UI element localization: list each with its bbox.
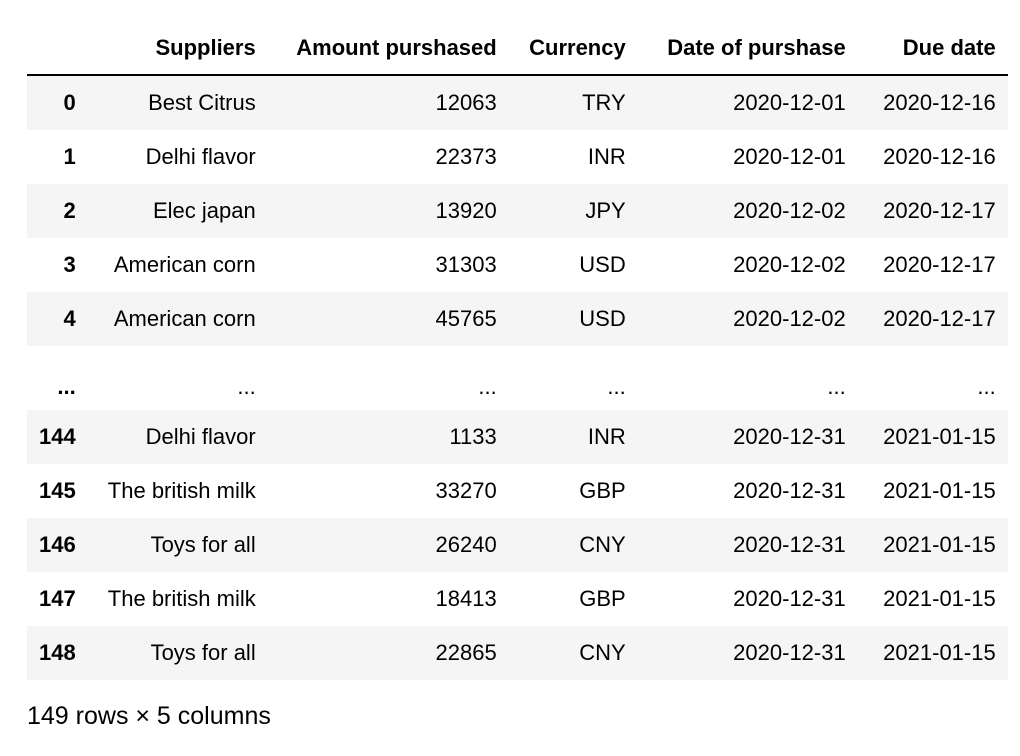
row-index: 148 <box>39 640 76 665</box>
column-header-due-date: Due date <box>857 21 1008 76</box>
cell-suppliers: The british milk <box>107 586 256 611</box>
column-header-index <box>27 21 88 76</box>
dataframe-output: Suppliers Amount purshased Currency Date… <box>27 21 1008 680</box>
row-index-ellipsis: ... <box>57 374 76 399</box>
cell-date-of-purshase: 2020-12-01 <box>733 144 846 169</box>
cell-amount: 45765 <box>435 306 497 331</box>
cell-date-of-purshase: 2020-12-31 <box>733 478 846 503</box>
cell-currency: USD <box>579 306 626 331</box>
cell-suppliers: Toys for all <box>150 532 256 557</box>
cell-currency: USD <box>579 252 626 277</box>
table-row: 145 The british milk 33270 GBP 2020-12-3… <box>27 464 1008 518</box>
row-index: 2 <box>63 198 76 223</box>
row-index: 4 <box>63 306 76 331</box>
cell-date-of-purshase: 2020-12-02 <box>733 252 846 277</box>
table-row: 4 American corn 45765 USD 2020-12-02 202… <box>27 292 1008 346</box>
row-index: 0 <box>63 90 76 115</box>
table-row: 147 The british milk 18413 GBP 2020-12-3… <box>27 572 1008 626</box>
cell-currency: CNY <box>579 532 626 557</box>
row-index: 145 <box>39 478 76 503</box>
cell-date-of-purshase: 2020-12-31 <box>733 640 846 665</box>
cell-date-of-purshase: 2020-12-31 <box>733 424 846 449</box>
table-row: 148 Toys for all 22865 CNY 2020-12-31 20… <box>27 626 1008 680</box>
cell-amount: 13920 <box>435 198 497 223</box>
cell-suppliers: American corn <box>113 306 256 331</box>
dataframe-table: Suppliers Amount purshased Currency Date… <box>27 21 1008 680</box>
column-header-suppliers: Suppliers <box>87 21 268 76</box>
cell-amount: 33270 <box>435 478 497 503</box>
cell-currency: INR <box>587 424 626 449</box>
cell-suppliers: Elec japan <box>152 198 256 223</box>
cell-suppliers: Best Citrus <box>148 90 256 115</box>
cell-amount: 31303 <box>435 252 497 277</box>
table-row: 3 American corn 31303 USD 2020-12-02 202… <box>27 238 1008 292</box>
cell-ellipsis: ... <box>237 374 256 399</box>
cell-due-date: 2020-12-17 <box>883 198 996 223</box>
cell-due-date: 2021-01-15 <box>883 586 996 611</box>
cell-due-date: 2020-12-16 <box>883 90 996 115</box>
row-index: 147 <box>39 586 76 611</box>
ellipsis-row: ... ... ... ... ... ... <box>27 346 1008 410</box>
column-header-amount-purshased: Amount purshased <box>267 21 509 76</box>
row-index: 146 <box>39 532 76 557</box>
cell-suppliers: Delhi flavor <box>145 144 256 169</box>
cell-ellipsis: ... <box>977 374 996 399</box>
cell-date-of-purshase: 2020-12-31 <box>733 586 846 611</box>
table-row: 144 Delhi flavor 1133 INR 2020-12-31 202… <box>27 410 1008 464</box>
cell-ellipsis: ... <box>478 374 497 399</box>
column-header-currency: Currency <box>508 21 638 76</box>
cell-date-of-purshase: 2020-12-01 <box>733 90 846 115</box>
cell-due-date: 2020-12-17 <box>883 306 996 331</box>
cell-currency: JPY <box>585 198 626 223</box>
cell-due-date: 2021-01-15 <box>883 424 996 449</box>
cell-date-of-purshase: 2020-12-02 <box>733 198 846 223</box>
cell-due-date: 2020-12-17 <box>883 252 996 277</box>
cell-currency: INR <box>587 144 626 169</box>
cell-currency: GBP <box>579 478 626 503</box>
cell-currency: TRY <box>582 90 626 115</box>
cell-ellipsis: ... <box>827 374 846 399</box>
cell-amount: 26240 <box>435 532 497 557</box>
row-index: 144 <box>39 424 76 449</box>
cell-suppliers: American corn <box>113 252 256 277</box>
cell-suppliers: Delhi flavor <box>145 424 256 449</box>
cell-amount: 18413 <box>435 586 497 611</box>
cell-amount: 22865 <box>435 640 497 665</box>
cell-due-date: 2021-01-15 <box>883 640 996 665</box>
table-row: 146 Toys for all 26240 CNY 2020-12-31 20… <box>27 518 1008 572</box>
table-row: 1 Delhi flavor 22373 INR 2020-12-01 2020… <box>27 130 1008 184</box>
table-row: 0 Best Citrus 12063 TRY 2020-12-01 2020-… <box>27 75 1008 130</box>
cell-amount: 22373 <box>435 144 497 169</box>
cell-due-date: 2020-12-16 <box>883 144 996 169</box>
cell-due-date: 2021-01-15 <box>883 478 996 503</box>
cell-date-of-purshase: 2020-12-02 <box>733 306 846 331</box>
row-index: 1 <box>63 144 76 169</box>
column-header-date-of-purshase: Date of purshase <box>637 21 858 76</box>
row-index: 3 <box>63 252 76 277</box>
header-row: Suppliers Amount purshased Currency Date… <box>27 21 1008 76</box>
cell-due-date: 2021-01-15 <box>883 532 996 557</box>
cell-suppliers: Toys for all <box>150 640 256 665</box>
cell-date-of-purshase: 2020-12-31 <box>733 532 846 557</box>
cell-ellipsis: ... <box>607 374 626 399</box>
cell-suppliers: The british milk <box>107 478 256 503</box>
cell-currency: CNY <box>579 640 626 665</box>
dataframe-shape-info: 149 rows × 5 columns <box>27 702 271 730</box>
cell-currency: GBP <box>579 586 626 611</box>
cell-amount: 1133 <box>449 424 497 449</box>
cell-amount: 12063 <box>435 90 497 115</box>
table-row: 2 Elec japan 13920 JPY 2020-12-02 2020-1… <box>27 184 1008 238</box>
